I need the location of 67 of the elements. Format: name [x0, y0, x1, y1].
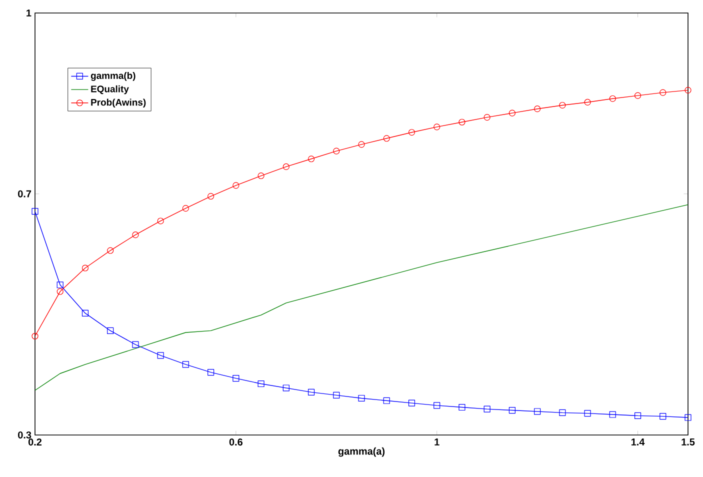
line-series	[34, 204, 688, 391]
point	[258, 380, 264, 388]
point	[358, 394, 365, 402]
point	[132, 232, 139, 238]
point	[408, 129, 416, 136]
point	[157, 218, 164, 224]
point	[258, 172, 264, 180]
x-tick-label: 1.5	[682, 438, 695, 446]
point	[56, 288, 64, 295]
point	[383, 397, 390, 404]
point	[32, 208, 38, 215]
x-tick-label: 0.6	[229, 438, 242, 446]
point	[282, 163, 290, 170]
point	[534, 408, 541, 415]
point	[684, 86, 692, 94]
point	[408, 400, 416, 406]
point	[333, 392, 340, 398]
point	[82, 310, 89, 317]
point	[559, 102, 566, 109]
point	[208, 369, 214, 376]
point	[609, 95, 616, 102]
x-tick-label: 0.2	[28, 438, 42, 446]
point	[232, 182, 240, 189]
point	[282, 384, 290, 392]
point	[484, 114, 490, 121]
point	[559, 409, 566, 416]
x-axis-title: gamma(a)	[338, 447, 385, 457]
point	[157, 352, 164, 359]
point	[383, 135, 390, 142]
point	[660, 89, 666, 96]
point	[32, 332, 38, 340]
point	[684, 414, 692, 421]
point	[534, 106, 541, 112]
x-tick-label: 1	[434, 438, 440, 446]
point	[584, 98, 591, 106]
point	[434, 124, 440, 130]
point	[634, 412, 642, 419]
point	[333, 148, 340, 154]
y-tick-label: 0.3	[18, 431, 32, 439]
point	[56, 282, 64, 288]
legend-label: gamma(b)	[90, 72, 136, 81]
point	[82, 264, 89, 272]
point	[107, 247, 114, 254]
legend-label: EQuality	[91, 85, 129, 94]
point	[484, 406, 490, 412]
x-tick-label: 1.4	[631, 438, 645, 446]
point	[232, 375, 240, 382]
point	[508, 406, 516, 414]
point	[308, 388, 315, 396]
point	[458, 404, 466, 411]
y-tick-label: 0.7	[18, 190, 32, 198]
point	[182, 361, 189, 368]
point	[208, 192, 214, 200]
point	[660, 413, 666, 420]
point	[308, 156, 315, 162]
point	[132, 341, 139, 348]
point	[358, 141, 365, 148]
point	[609, 411, 616, 418]
y-tick-label: 1	[26, 10, 32, 16]
point	[634, 92, 642, 99]
point	[434, 402, 440, 409]
point	[182, 205, 189, 212]
point	[508, 110, 516, 116]
point	[107, 327, 114, 334]
point	[584, 410, 591, 417]
legend-label: Prob(Awins)	[91, 98, 146, 108]
point	[458, 118, 466, 126]
